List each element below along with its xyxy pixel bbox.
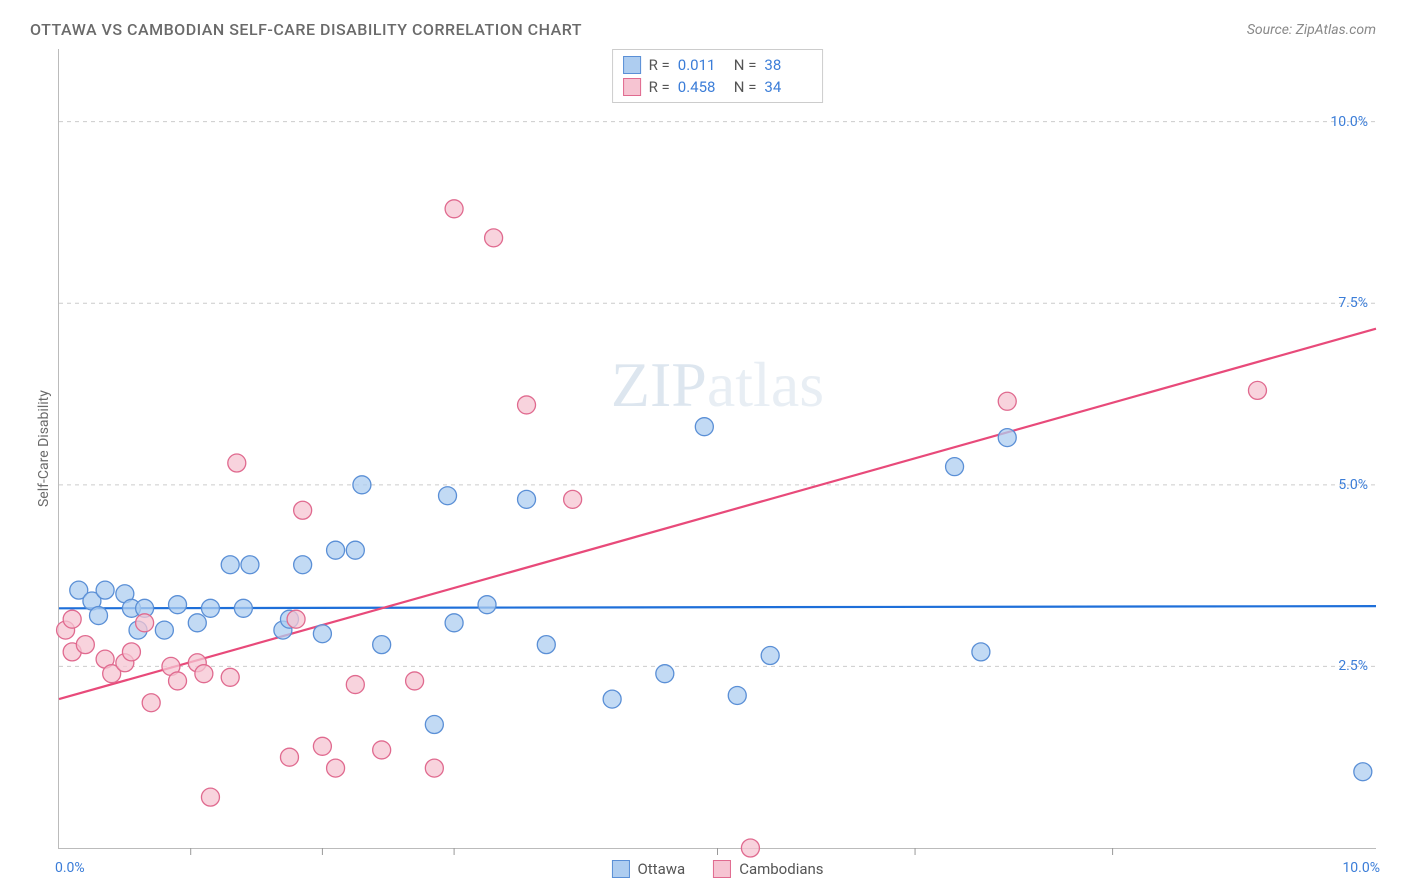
r-value-ottawa: 0.011 [678,56,726,74]
legend-swatch-ottawa [611,860,629,878]
x-min-label: 0.0% [55,860,85,876]
header: OTTAWA VS CAMBODIAN SELF-CARE DISABILITY… [30,20,1376,39]
chart-title: OTTAWA VS CAMBODIAN SELF-CARE DISABILITY… [30,20,582,39]
y-tick-label: 7.5% [1338,295,1368,311]
stats-legend: R = 0.011 N = 38 R = 0.458 N = 34 [612,49,824,103]
series-legend: Ottawa Cambodians [611,860,823,878]
n-value-ottawa: 38 [764,56,812,74]
source-name: ZipAtlas.com [1296,22,1376,38]
stats-row-cambodians: R = 0.458 N = 34 [623,76,813,98]
plot-area: ZIPatlas R = 0.011 N = 38 R = 0.458 N = … [58,49,1376,849]
y-tick-label: 10.0% [1330,114,1368,130]
source-attribution: Source: ZipAtlas.com [1247,22,1376,38]
legend-label-ottawa: Ottawa [637,860,685,878]
chart-container: OTTAWA VS CAMBODIAN SELF-CARE DISABILITY… [0,0,1406,892]
swatch-cambodians [623,78,641,96]
n-label: N = [734,56,757,74]
y-tick-label: 2.5% [1338,658,1368,674]
x-max-label: 10.0% [1342,860,1380,876]
chart-wrap: Self-Care Disability ZIPatlas R = 0.011 … [30,49,1376,849]
legend-item-ottawa: Ottawa [611,860,685,878]
r-label: R = [649,56,670,74]
n-value-cambodians: 34 [764,78,812,96]
stats-row-ottawa: R = 0.011 N = 38 [623,54,813,76]
swatch-ottawa [623,56,641,74]
y-axis-label: Self-Care Disability [30,49,58,849]
scatter-svg [59,49,1376,848]
r-value-cambodians: 0.458 [678,78,726,96]
r-label: R = [649,78,670,96]
legend-swatch-cambodians [713,860,731,878]
n-label: N = [734,78,757,96]
source-prefix: Source: [1247,22,1296,38]
y-tick-label: 5.0% [1338,477,1368,493]
legend-item-cambodians: Cambodians [713,860,823,878]
legend-label-cambodians: Cambodians [739,860,823,878]
